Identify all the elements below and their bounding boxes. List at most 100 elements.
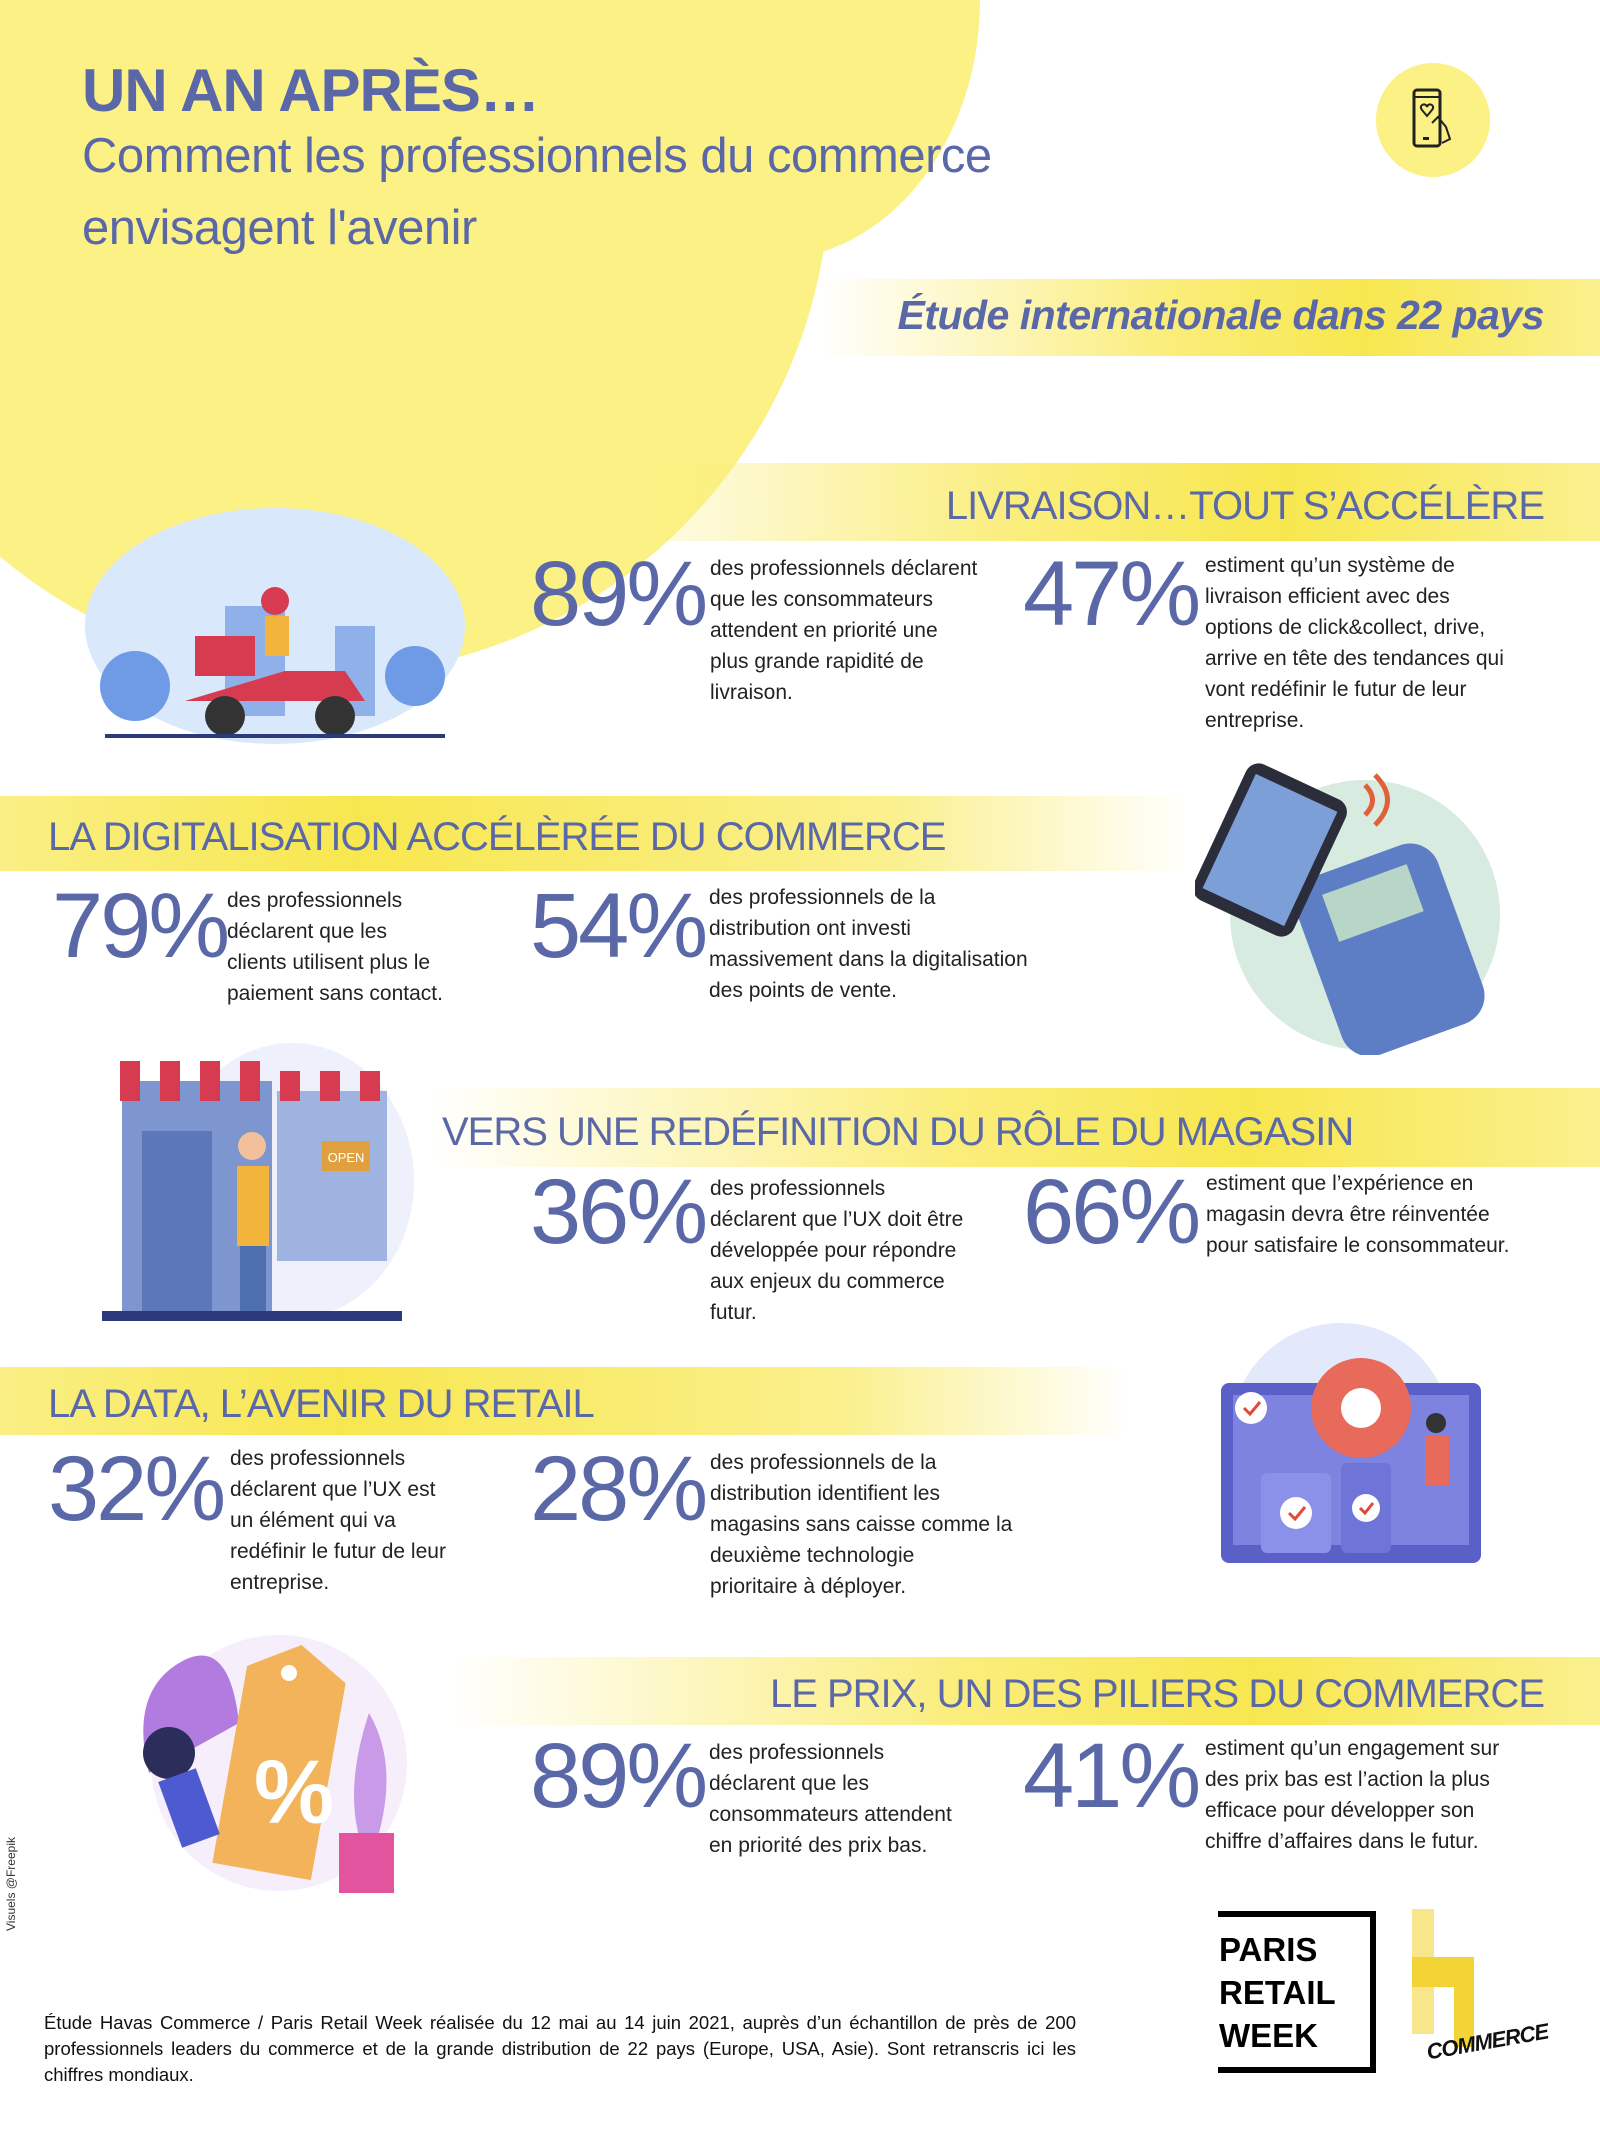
- logo-line: RETAIL: [1219, 1974, 1336, 2011]
- stat-description: estiment qu’un engagement sur des prix ba…: [1205, 1733, 1499, 1857]
- section-banner: [0, 1367, 1129, 1435]
- stat-description-line: déclarent que les: [227, 920, 387, 943]
- stat-description-line: que les consommateurs: [710, 588, 933, 611]
- paris-retail-week-logo-text: PARIS RETAIL WEEK: [1219, 1928, 1336, 2057]
- stat-description-line: pour satisfaire le consommateur.: [1206, 1234, 1510, 1257]
- stat-description-line: efficace pour développer son: [1205, 1799, 1475, 1822]
- stat-description-line: estiment que l’expérience en: [1206, 1172, 1474, 1195]
- section-title: VERS UNE REDÉFINITION DU RÔLE DU MAGASIN: [442, 1110, 1354, 1154]
- stat-description-line: aux enjeux du commerce: [710, 1270, 945, 1293]
- footer-methodology: Étude Havas Commerce / Paris Retail Week…: [44, 2012, 1076, 2085]
- stat-description: des professionnels déclarent que les conso…: [709, 1737, 952, 1861]
- stat-description: des professionnels déclarent que l’UX est…: [230, 1443, 446, 1598]
- section-title: LA DIGITALISATION ACCÉLÈRÉE DU COMMERCE: [48, 815, 946, 859]
- study-banner: [816, 279, 1600, 356]
- discount-tag-shopper-illustration: %: [129, 1633, 409, 1910]
- stat-description-line: consommateurs attendent: [709, 1803, 952, 1826]
- image-credit: Visuels @Freepik: [4, 1837, 18, 1931]
- stat-description-line: massivement dans la digitalisation: [709, 948, 1028, 971]
- stat-description-line: des professionnels de la: [709, 886, 936, 909]
- stat-description: des professionnels déclarent que les cons…: [710, 553, 977, 708]
- stat-percentage: 47%: [1023, 543, 1201, 645]
- stat-description-line: déclarent que l’UX est: [230, 1478, 436, 1501]
- section-title: LIVRAISON…TOUT S’ACCÉLÈRE: [945, 484, 1545, 528]
- stat-description-line: prioritaire à déployer.: [710, 1575, 907, 1598]
- stat-description-line: livraison efficient avec des: [1205, 585, 1450, 608]
- section-banner: [558, 463, 1600, 541]
- stat-description-line: déclarent que les: [709, 1772, 869, 1795]
- logo-line: WEEK: [1219, 2017, 1318, 2054]
- stat-description-line: clients utilisent plus le: [227, 951, 431, 974]
- section-banner: [0, 796, 1190, 871]
- stat-description-line: un élément qui va: [230, 1509, 396, 1532]
- stat-description-line: vont redéfinir le futur de leur: [1205, 678, 1467, 701]
- stat-description-line: plus grande rapidité de: [710, 650, 924, 673]
- stat-description-line: des prix bas est l’action la plus: [1205, 1768, 1490, 1791]
- stat-description-line: en priorité des prix bas.: [709, 1834, 928, 1857]
- stat-percentage: 66%: [1023, 1161, 1201, 1263]
- store-open-sign: OPEN: [328, 1150, 365, 1165]
- stat-description: des professionnels de la distribution ide…: [710, 1447, 1012, 1602]
- phone-heart-touch-icon: [1376, 63, 1490, 177]
- stat-description-line: des professionnels: [709, 1741, 885, 1764]
- stat-description-line: futur.: [710, 1301, 757, 1324]
- stat-description-line: distribution identifient les: [710, 1482, 940, 1505]
- stat-description: estiment qu’un système de livraison effic…: [1205, 550, 1504, 736]
- paris-retail-week-logo-bar-bottom: [1218, 2067, 1238, 2073]
- stat-percentage: 54%: [530, 875, 708, 977]
- stat-percentage: 32%: [48, 1438, 226, 1540]
- stat-description: des professionnels déclarent que les clien…: [227, 885, 443, 1009]
- stat-description-line: redéfinir le futur de leur: [230, 1540, 446, 1563]
- stat-description-line: des professionnels: [230, 1447, 406, 1470]
- stat-percentage: 89%: [530, 1725, 708, 1827]
- stat-description-line: des points de vente.: [709, 979, 897, 1002]
- stat-description-line: paiement sans contact.: [227, 982, 443, 1005]
- stat-description: des professionnels déclarent que l’UX doi…: [710, 1173, 963, 1328]
- contactless-payment-terminal-illustration: [1193, 755, 1505, 1060]
- stat-description-line: entreprise.: [230, 1571, 330, 1594]
- havas-commerce-logo-text: COMMERCE: [1424, 2018, 1550, 2065]
- data-devices-gear-illustration: [1211, 1313, 1486, 1578]
- page-subtitle-line-2: envisagent l'avenir: [82, 201, 477, 255]
- stat-description-line: estiment qu’un système de: [1205, 554, 1455, 577]
- stat-percentage: 28%: [530, 1438, 708, 1540]
- stat-description-line: des professionnels: [710, 1177, 886, 1200]
- stat-description-line: chiffre d’affaires dans le futur.: [1205, 1830, 1479, 1853]
- page-title: UN AN APRÈS…: [82, 57, 540, 124]
- section-banner: [429, 1088, 1600, 1167]
- stat-description-line: déclarent que l’UX doit être: [710, 1208, 964, 1231]
- open-store-shopkeeper-illustration: OPEN: [102, 1041, 417, 1333]
- stat-description-line: magasin devra être réinventée: [1206, 1203, 1490, 1226]
- svg-text:%: %: [254, 1743, 334, 1843]
- havas-commerce-logo: COMMERCE: [1412, 1909, 1552, 2079]
- section-title: LA DATA, L’AVENIR DU RETAIL: [48, 1382, 595, 1426]
- stat-description-line: options de click&collect, drive,: [1205, 616, 1486, 639]
- stat-description-line: des professionnels: [227, 889, 403, 912]
- study-banner-text: Étude internationale dans 22 pays: [897, 292, 1544, 338]
- stat-description-line: des professionnels déclarent: [710, 557, 978, 580]
- stat-description-line: entreprise.: [1205, 709, 1305, 732]
- stat-description-line: deuxième technologie: [710, 1544, 915, 1567]
- stat-percentage: 89%: [530, 543, 708, 645]
- paris-retail-week-logo-bar-top: [1218, 1911, 1238, 1917]
- stat-percentage: 79%: [52, 875, 230, 977]
- stat-description-line: distribution ont investi: [709, 917, 911, 940]
- stat-percentage: 41%: [1023, 1725, 1201, 1827]
- delivery-scooter-illustration: [75, 476, 465, 749]
- section-title: LE PRIX, UN DES PILIERS DU COMMERCE: [769, 1672, 1545, 1716]
- logo-line: PARIS: [1219, 1931, 1318, 1968]
- page-subtitle-line-1: Comment les professionnels du commerce: [82, 129, 992, 183]
- stat-description-line: des professionnels de la: [710, 1451, 937, 1474]
- stat-description-line: développée pour répondre: [710, 1239, 957, 1262]
- section-banner: [449, 1657, 1600, 1725]
- stat-description-line: attendent en priorité une: [710, 619, 938, 642]
- stat-description-line: magasins sans caisse comme la: [710, 1513, 1013, 1536]
- stat-description-line: livraison.: [710, 681, 793, 704]
- stat-description-line: arrive en tête des tendances qui: [1205, 647, 1504, 670]
- header-blob-small: [560, 0, 980, 260]
- stat-description-line: estiment qu’un engagement sur: [1205, 1737, 1500, 1760]
- stat-percentage: 36%: [530, 1161, 708, 1263]
- stat-description: des professionnels de la distribution ont…: [709, 882, 1028, 1006]
- paris-retail-week-logo: [1218, 1911, 1376, 2073]
- stat-description: estiment que l’expérience en magasin devr…: [1206, 1168, 1509, 1261]
